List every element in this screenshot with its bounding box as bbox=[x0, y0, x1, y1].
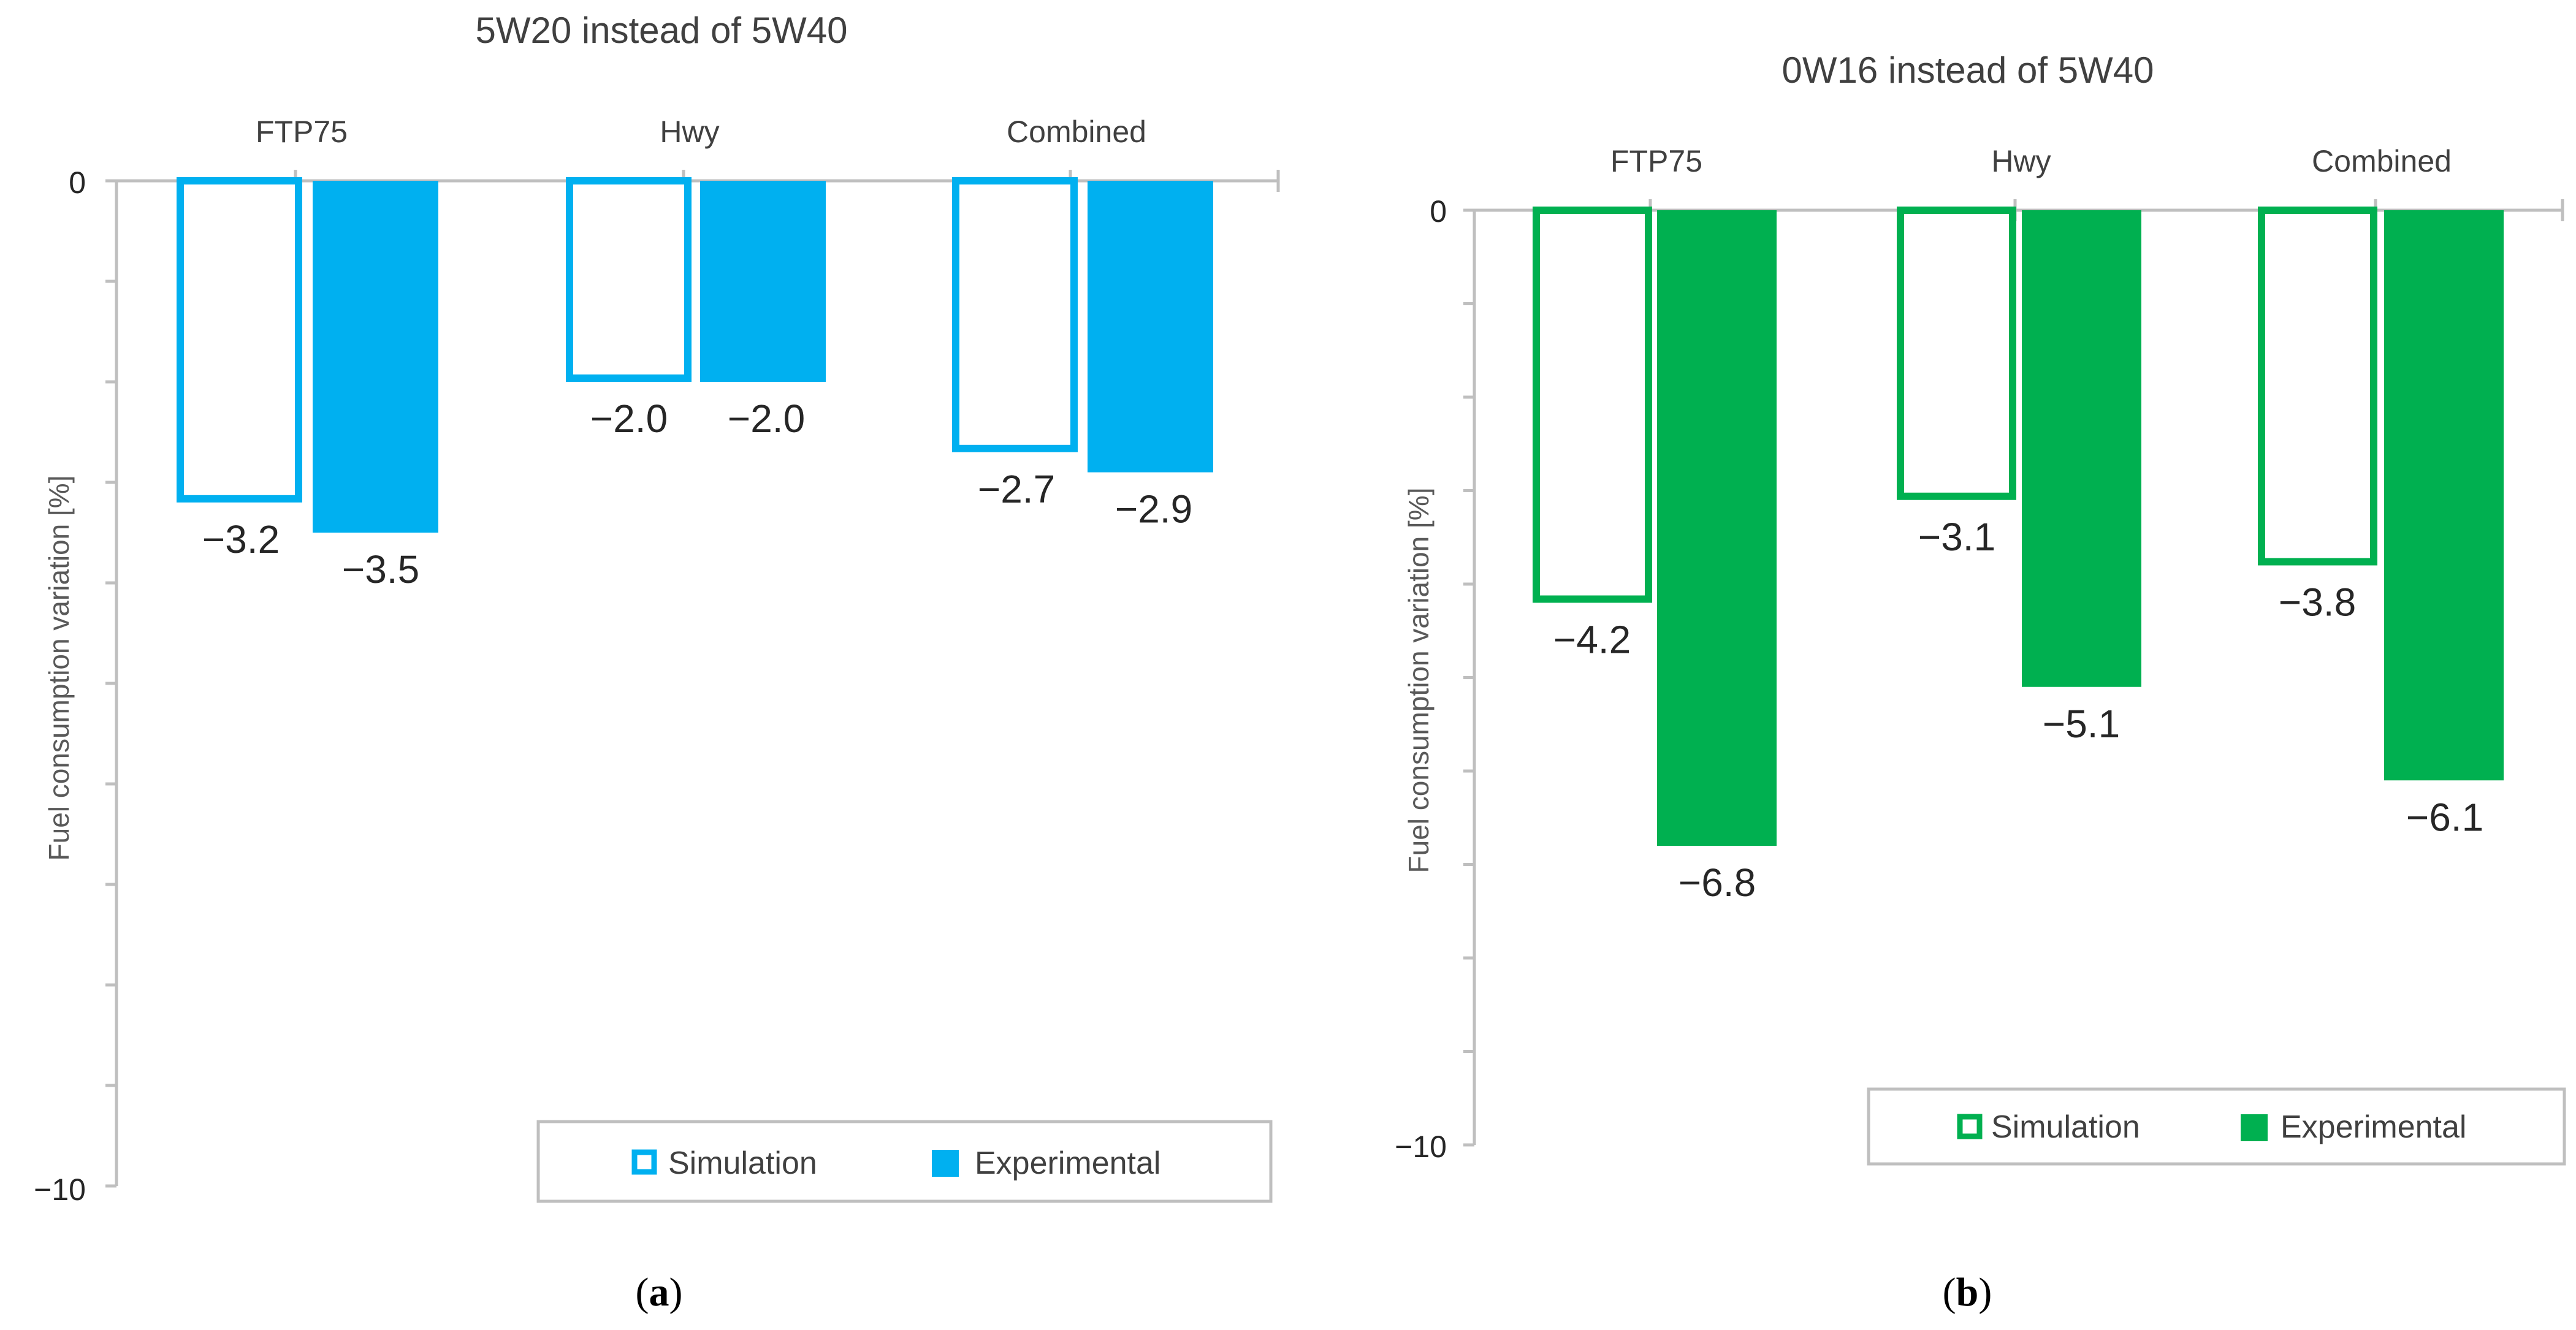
legend-swatch-experimental-a bbox=[932, 1150, 959, 1177]
data-label-experimental-hwy-a: −2.0 bbox=[728, 397, 805, 441]
legend-b: Simulation Experimental bbox=[1867, 1087, 2566, 1166]
category-label-combined-b: Combined bbox=[2312, 144, 2452, 178]
chart-panel-b: 0W16 instead of 5W40 Fuel consumption va… bbox=[1395, 50, 2566, 1315]
panel-letter-a: a bbox=[649, 1270, 669, 1315]
y-axis-label-b: Fuel consumption variation [%] bbox=[1403, 488, 1435, 873]
y-axis-label-a: Fuel consumption variation [%] bbox=[43, 476, 75, 861]
bar-experimental-ftp75-a bbox=[313, 181, 438, 533]
category-label-hwy-a: Hwy bbox=[660, 115, 719, 149]
bar-simulation-ftp75-a bbox=[177, 177, 302, 503]
legend-swatch-simulation-b bbox=[1957, 1114, 1983, 1139]
y-tick-bottom-a: −10 bbox=[34, 1172, 86, 1207]
bar-simulation-hwy-a bbox=[566, 177, 692, 382]
bar-experimental-combined-b bbox=[2384, 210, 2504, 781]
data-label-simulation-ftp75-a: −3.2 bbox=[202, 517, 280, 561]
legend-label-simulation-b: Simulation bbox=[1991, 1109, 2140, 1145]
data-label-experimental-combined-a: −2.9 bbox=[1115, 487, 1192, 531]
category-label-combined-a: Combined bbox=[1007, 115, 1146, 149]
data-label-simulation-ftp75-b: −4.2 bbox=[1553, 618, 1631, 662]
chart-panel-a: 5W20 instead of 5W40 Fuel consumption va… bbox=[34, 10, 1280, 1315]
y-tick-top-a: 0 bbox=[69, 165, 86, 200]
panel-caption-a: (a) bbox=[636, 1270, 683, 1315]
data-label-simulation-hwy-a: −2.0 bbox=[590, 397, 668, 441]
chart-title-b: 0W16 instead of 5W40 bbox=[1781, 50, 2154, 91]
legend-label-experimental-a: Experimental bbox=[975, 1146, 1160, 1181]
panel-caption-b: (b) bbox=[1943, 1270, 1992, 1315]
bar-experimental-hwy-a bbox=[700, 181, 826, 382]
legend-a: Simulation Experimental bbox=[536, 1120, 1273, 1203]
data-label-experimental-hwy-b: −5.1 bbox=[2043, 702, 2120, 746]
bar-experimental-hwy-b bbox=[2022, 210, 2141, 687]
data-label-simulation-combined-b: −3.8 bbox=[2279, 580, 2356, 625]
category-label-hwy-b: Hwy bbox=[1991, 144, 2051, 178]
data-label-simulation-combined-a: −2.7 bbox=[978, 467, 1055, 511]
bar-simulation-ftp75-b bbox=[1533, 207, 1652, 603]
legend-box-a bbox=[536, 1120, 1273, 1203]
data-label-experimental-ftp75-a: −3.5 bbox=[342, 547, 419, 591]
bar-experimental-ftp75-b bbox=[1657, 210, 1777, 846]
bar-simulation-combined-b bbox=[2258, 207, 2377, 566]
y-tick-bottom-b: −10 bbox=[1395, 1130, 1447, 1164]
category-label-ftp75-b: FTP75 bbox=[1610, 144, 1702, 178]
legend-label-simulation-a: Simulation bbox=[668, 1146, 817, 1181]
data-label-simulation-hwy-b: −3.1 bbox=[1918, 515, 1995, 559]
chart-title-a: 5W20 instead of 5W40 bbox=[475, 10, 847, 51]
y-tick-top-b: 0 bbox=[1430, 194, 1447, 229]
bar-simulation-hwy-b bbox=[1897, 207, 2016, 500]
panel-letter-b: b bbox=[1956, 1270, 1979, 1315]
legend-label-experimental-b: Experimental bbox=[2281, 1109, 2466, 1145]
bar-simulation-combined-a bbox=[952, 177, 1078, 452]
legend-box-b bbox=[1867, 1087, 2566, 1166]
legend-swatch-experimental-b bbox=[2241, 1114, 2268, 1141]
category-label-ftp75-a: FTP75 bbox=[256, 115, 348, 149]
data-label-experimental-combined-b: −6.1 bbox=[2406, 795, 2483, 839]
data-label-experimental-ftp75-b: −6.8 bbox=[1679, 861, 1756, 905]
bar-experimental-combined-a bbox=[1088, 181, 1213, 473]
legend-swatch-simulation-a bbox=[631, 1149, 657, 1175]
